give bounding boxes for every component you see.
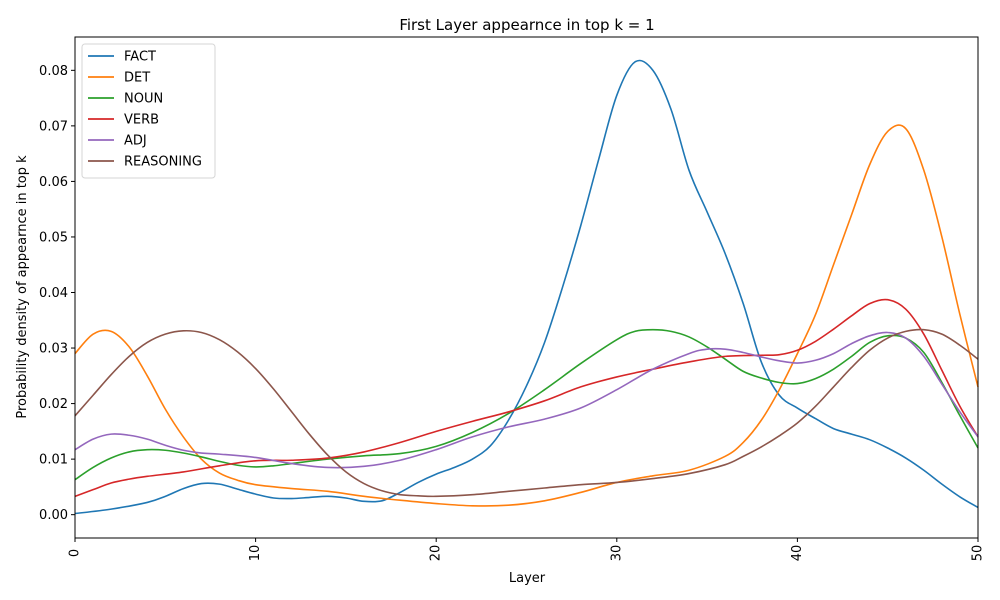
x-axis: 0 10 20 30 40 50: [68, 538, 986, 561]
y-axis-label: Probability density of appearnce in top …: [15, 155, 30, 419]
legend-label-verb: VERB: [124, 113, 159, 128]
chart-title: First Layer appearnce in top k = 1: [399, 16, 654, 34]
y-tick-label: 0.01: [39, 453, 68, 468]
y-tick-label: 0.02: [39, 397, 68, 412]
series-line-adj: [74, 331, 979, 469]
y-tick-label: 0.08: [39, 64, 68, 79]
series-line-verb: [74, 298, 979, 498]
legend-label-adj: ADJ: [124, 134, 147, 149]
x-tick-label: 10: [248, 545, 263, 562]
series-line-det: [74, 124, 979, 507]
y-tick-label: 0.06: [39, 175, 68, 190]
plot-frame: [74, 36, 979, 539]
legend-box: [81, 43, 216, 179]
series-line-fact: [74, 59, 979, 515]
legend-label-noun: NOUN: [124, 92, 163, 107]
legend-label-fact: FACT: [124, 50, 156, 65]
series-line-noun: [74, 328, 979, 481]
y-tick-label: 0.03: [39, 342, 68, 357]
legend: FACT DET NOUN VERB ADJ REASONING: [81, 43, 216, 179]
legend-label-det: DET: [124, 71, 150, 86]
plot-area: [74, 59, 979, 515]
y-tick-label: 0.07: [39, 119, 68, 134]
x-tick-label: 30: [609, 545, 624, 562]
x-tick-label: 0: [68, 549, 83, 557]
y-tick-label: 0.05: [39, 230, 68, 245]
x-tick-label: 50: [971, 545, 986, 562]
y-axis: 0.00 0.01 0.02 0.03 0.04 0.05 0.06 0.07 0.08: [39, 64, 75, 523]
y-tick-label: 0.00: [39, 508, 68, 523]
y-tick-label: 0.04: [39, 286, 68, 301]
x-tick-label: 20: [429, 545, 444, 562]
legend-label-reasoning: REASONING: [124, 155, 202, 170]
x-tick-label: 40: [790, 545, 805, 562]
x-axis-label: Layer: [509, 571, 546, 586]
series-line-reasoning: [74, 328, 979, 498]
